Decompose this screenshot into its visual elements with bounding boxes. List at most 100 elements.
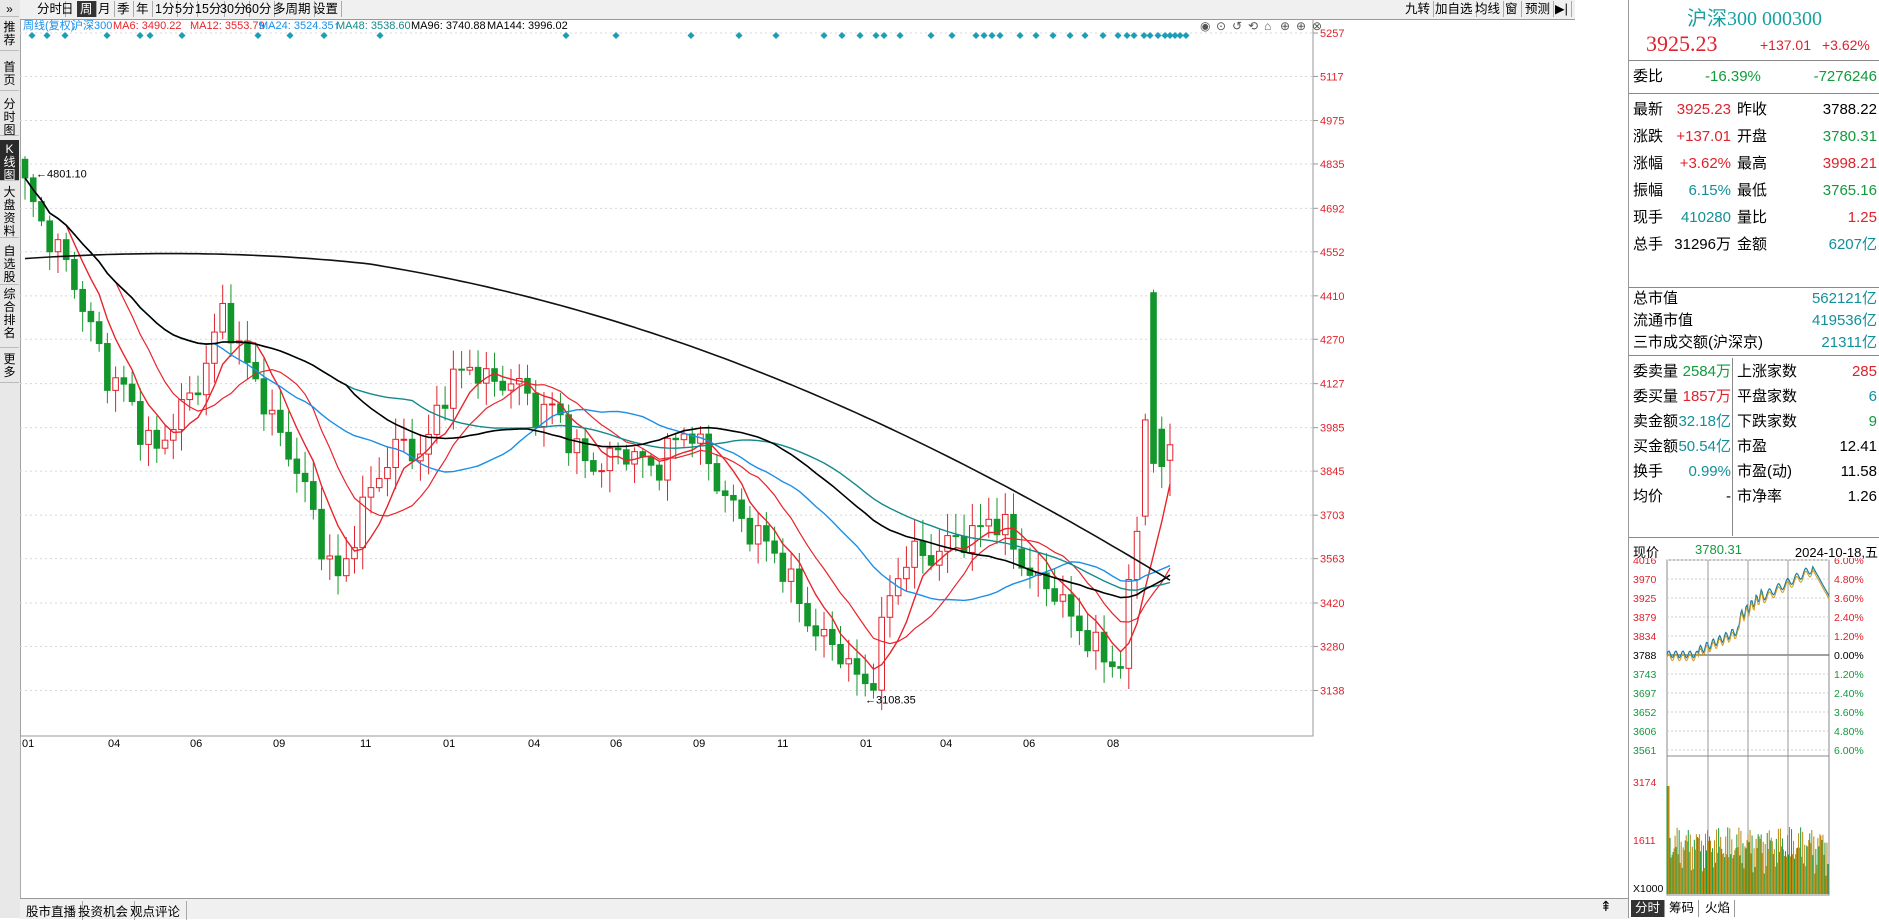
sidebar-item-0[interactable]: 推荐 (0, 18, 19, 51)
signal-marker (562, 31, 570, 40)
signal-marker (1066, 31, 1074, 40)
bottom-tab-0[interactable]: 股市直播 (20, 901, 84, 920)
right-tool-3[interactable]: 窗 (1502, 1, 1522, 17)
expand-icon[interactable]: » (0, 0, 19, 17)
period-tab-4[interactable]: 季 (114, 1, 134, 17)
candle-body (532, 392, 540, 427)
candle-body (796, 568, 803, 605)
period-tab-7[interactable]: 5分 (172, 1, 199, 17)
panel-tab-2[interactable]: 火焰 (1701, 900, 1736, 917)
candle-body (944, 535, 951, 552)
chart-tool-icon[interactable]: ⌂ (1264, 19, 1271, 33)
sidebar-item-5[interactable]: 自选股 (0, 242, 19, 285)
candle-body (1150, 292, 1157, 464)
period-tab-11[interactable]: 多周期 (270, 1, 315, 17)
sidebar-item-1[interactable]: 首页 (0, 58, 19, 91)
chart-tool-icon[interactable]: ◉ (1200, 19, 1210, 33)
period-tab-2[interactable]: 周 (77, 1, 97, 17)
mini-right-label: 0.00% (1834, 650, 1864, 662)
chart-tool-icon[interactable]: ⊕ (1280, 19, 1290, 33)
period-tab-1[interactable]: 日 (58, 1, 78, 17)
period-tab-0[interactable]: 分时 (34, 1, 67, 17)
chart-tool-icon[interactable]: ⊙ (1216, 19, 1226, 33)
candle-body (672, 437, 680, 441)
mini-left-label: 3970 (1633, 574, 1657, 586)
quote-label: 量比 (1737, 209, 1768, 226)
sidebar-item-7[interactable]: 更多 (0, 350, 19, 383)
right-tool-1[interactable]: 加自选 (1432, 1, 1477, 17)
period-tab-9[interactable]: 30分 (217, 1, 251, 17)
sidebar-item-4[interactable]: 大盘资料 (0, 183, 19, 238)
period-tab-3[interactable]: 月 (95, 1, 115, 17)
mini-left-label: 3561 (1633, 745, 1657, 757)
kline-chart-svg[interactable]: 5257 5117 4975 4835 4692 4552 4410 4270 4127 3985… (19, 18, 1576, 883)
right-tool-4[interactable]: 预测 (1522, 1, 1555, 17)
candle-body (137, 401, 144, 445)
candle-body (392, 438, 399, 469)
intraday-mini-chart[interactable]: 现价 3780.31 2024-10-18,五 4016 6.00% 3970 4.80% 3… (1629, 538, 1879, 898)
mini-vol-label: 1611 (1633, 835, 1656, 847)
legend-item-2: MA6: 3490.22 (113, 20, 182, 32)
kline-chart[interactable]: 5257 5117 4975 4835 4692 4552 4410 4270 4127 3985… (19, 18, 1576, 883)
candle-body (268, 409, 276, 415)
candle-body (342, 558, 350, 577)
sidebar-item-char: K (5, 142, 14, 156)
quote-panel: 沪深300 000300 3925.23 +137.01 +3.62% 委比 -… (1628, 0, 1879, 918)
y-axis-label: 3703 (1320, 510, 1344, 522)
candle-body (746, 517, 754, 545)
candle-body (161, 439, 169, 449)
panel-tab-0[interactable]: 分时 (1631, 900, 1666, 917)
divider (1732, 358, 1733, 536)
sidebar-item-6[interactable]: 综合排名 (0, 285, 19, 348)
panel-tab-1[interactable]: 筹码 (1665, 900, 1700, 917)
ma144-line (24, 252, 1171, 581)
mini-right-label: 4.80% (1834, 574, 1864, 586)
sidebar-item-char: 更 (3, 352, 16, 366)
legend-item-6: MA96: 3740.88 (411, 20, 486, 32)
candle-body (969, 525, 976, 553)
signal-marker (178, 31, 186, 40)
period-tab-8[interactable]: 15分 (192, 1, 226, 17)
candle-body (458, 368, 465, 371)
stats-label: 换手 (1633, 463, 1664, 480)
stats-value: 50.54亿 (1678, 438, 1731, 455)
sidebar-item-char: 资 (3, 211, 16, 225)
right-tool-0[interactable]: 九转 (1402, 1, 1435, 17)
chart-tool-icon[interactable]: ⊗ (1312, 19, 1322, 33)
candle-body (318, 508, 325, 560)
signal-marker (43, 31, 51, 40)
y-axis-label: 3138 (1320, 686, 1344, 698)
quote-value: 6207亿 (1828, 236, 1877, 253)
chart-tool-icon[interactable]: ↺ (1232, 19, 1242, 33)
stats-row: 换手 0.99% 市盈(动) 11.58 (1631, 458, 1877, 485)
scroll-top-icon[interactable]: ⇞ (1600, 898, 1612, 914)
candle-body (713, 463, 721, 492)
candle-body (21, 158, 29, 179)
mini-right-label: 6.00% (1834, 745, 1864, 757)
right-tool-2[interactable]: 均线 (1472, 1, 1505, 17)
high-annotation: ←4801.10 (36, 168, 87, 180)
chart-tool-icon[interactable]: ⊕ (1296, 19, 1306, 33)
sidebar-item-char: 时 (3, 110, 16, 124)
period-tab-10[interactable]: 60分 (242, 1, 276, 17)
next-arrow-icon[interactable]: ▶| (1552, 1, 1572, 17)
quote-value: 1.25 (1847, 209, 1877, 226)
candle-body (310, 481, 317, 510)
bottom-tab-1[interactable]: 投资机会 (72, 901, 136, 920)
period-tab-5[interactable]: 年 (133, 1, 153, 17)
period-tab-12[interactable]: 设置 (310, 1, 343, 17)
candle-body (334, 555, 342, 577)
candle-body (1109, 661, 1116, 668)
candle-body (804, 603, 811, 627)
sidebar-item-char: 自 (3, 244, 16, 258)
y-axis-label: 4975 (1320, 116, 1344, 128)
period-tab-6[interactable]: 1分 (152, 1, 179, 17)
mini-right-label: 2.40% (1834, 688, 1864, 700)
candle-body (104, 343, 111, 391)
candle-body (285, 431, 292, 460)
candle-body (573, 438, 581, 454)
bottom-tab-2[interactable]: 观点评论 (124, 901, 188, 920)
sidebar-item-2[interactable]: 分时图 (0, 95, 19, 137)
chart-tool-icon[interactable]: ⟲ (1248, 19, 1258, 33)
